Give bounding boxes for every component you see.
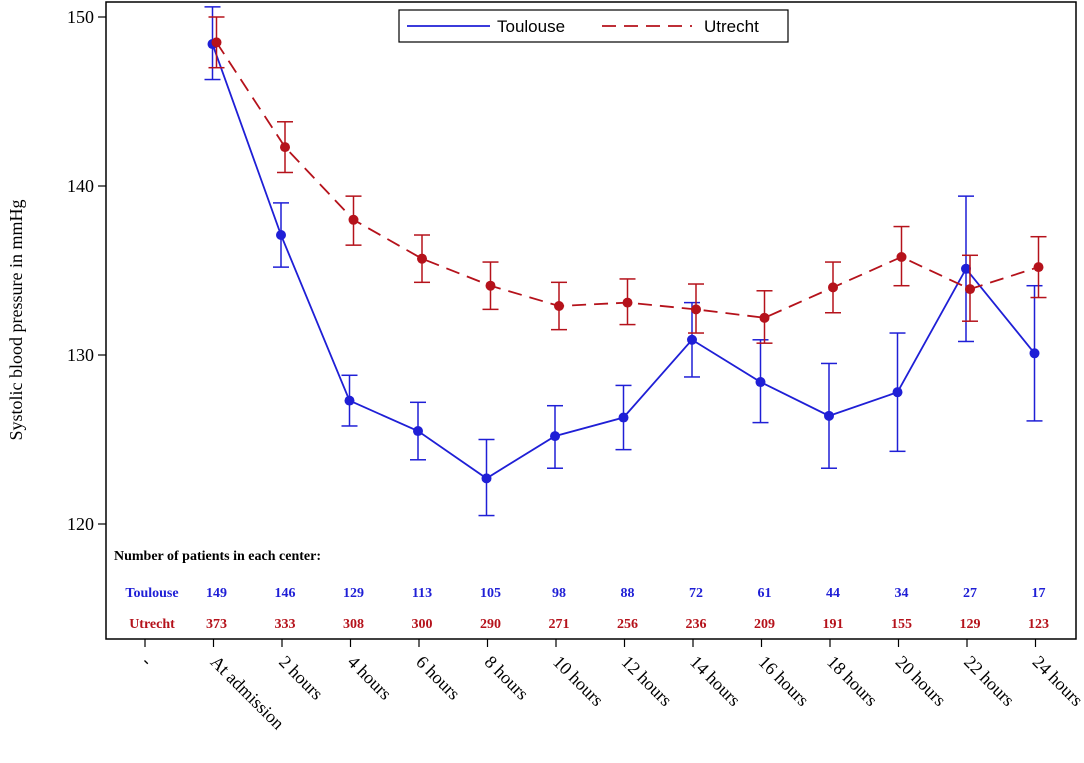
patients-count-toulouse: 105 (480, 586, 501, 601)
data-point-toulouse (755, 377, 766, 388)
patients-count-utrecht: 155 (891, 617, 912, 632)
y-axis: 120 130 140 150 (67, 7, 106, 534)
patients-count-toulouse: 146 (275, 586, 296, 601)
legend-label-utrecht: Utrecht (704, 17, 759, 36)
x-tick-label: 16 hours (755, 652, 813, 710)
y-tick-label: 150 (67, 7, 94, 27)
x-tick-label: 8 hours (481, 652, 533, 704)
x-tick-label: 12 hours (618, 652, 676, 710)
patients-count-toulouse: 44 (826, 586, 840, 601)
patients-row-label-toulouse: Toulouse (125, 586, 178, 601)
y-tick-label: 130 (67, 345, 94, 365)
data-point-utrecht (965, 284, 975, 295)
x-tick-label: 10 hours (549, 652, 607, 710)
patients-count-toulouse: 61 (758, 586, 772, 601)
series-layer (204, 6, 1047, 517)
data-point-toulouse (892, 387, 903, 398)
patients-count-utrecht: 308 (343, 617, 364, 632)
series-line-utrecht (215, 41, 1039, 319)
patients-count-toulouse: 149 (206, 586, 227, 601)
data-point-toulouse (618, 412, 629, 423)
x-tick-label: 20 hours (892, 652, 950, 710)
data-point-utrecht (348, 214, 359, 225)
patients-count-utrecht: 290 (480, 617, 501, 632)
patients-count-utrecht: 300 (412, 617, 433, 632)
data-point-utrecht (211, 37, 222, 48)
data-point-toulouse (413, 426, 423, 437)
x-tick-label: 18 hours (823, 652, 881, 710)
data-point-utrecht (759, 312, 770, 323)
x-tick-label: 24 hours (1029, 652, 1084, 710)
y-tick-label: 140 (67, 176, 94, 196)
patients-count-utrecht: 256 (617, 617, 638, 632)
patients-table: Toulouse 149 146 129 113 105 98 88 72 61 44 34 27 17 U… (125, 586, 1049, 632)
data-point-utrecht (280, 142, 290, 153)
data-point-toulouse (961, 263, 971, 274)
x-tick-label: 2 hours (275, 652, 327, 704)
patients-count-utrecht: 333 (275, 617, 296, 632)
patients-count-toulouse: 113 (412, 586, 432, 601)
x-tick-label: 22 hours (960, 652, 1018, 710)
legend: Toulouse Utrecht (398, 9, 789, 43)
plot-frame (105, 1, 1077, 640)
data-point-utrecht (828, 282, 838, 293)
data-point-toulouse (1029, 348, 1040, 359)
patients-count-toulouse: 129 (343, 586, 364, 601)
data-point-toulouse (344, 395, 355, 406)
y-axis-label: Systolic blood pressure in mmHg (6, 200, 26, 441)
patients-count-utrecht: 373 (206, 617, 227, 632)
x-tick-label: - (138, 652, 156, 670)
y-tick-label: 120 (67, 514, 94, 534)
patients-count-toulouse: 27 (963, 586, 977, 601)
x-tick-label: 4 hours (344, 652, 396, 704)
data-point-utrecht (1033, 262, 1044, 273)
data-point-utrecht (417, 253, 427, 264)
data-point-toulouse (687, 334, 697, 345)
data-point-utrecht (896, 251, 907, 262)
x-tick-label: 6 hours (412, 652, 464, 704)
patients-count-toulouse: 17 (1032, 586, 1046, 601)
data-point-utrecht (554, 300, 564, 311)
data-point-toulouse (550, 431, 560, 442)
patients-count-toulouse: 34 (895, 586, 909, 601)
patients-count-toulouse: 88 (621, 586, 635, 601)
data-point-utrecht (485, 280, 496, 291)
patients-table-heading: Number of patients in each center: (114, 549, 321, 564)
patients-count-toulouse: 98 (552, 586, 566, 601)
patients-row-label-utrecht: Utrecht (129, 617, 175, 632)
patients-count-utrecht: 271 (549, 617, 570, 632)
patients-count-utrecht: 209 (754, 617, 775, 632)
data-point-toulouse (276, 230, 286, 241)
data-point-toulouse (824, 410, 834, 421)
legend-label-toulouse: Toulouse (497, 17, 565, 36)
x-tick-label: 14 hours (686, 652, 744, 710)
data-point-utrecht (622, 297, 633, 308)
data-point-toulouse (481, 473, 492, 484)
patients-count-utrecht: 123 (1028, 617, 1049, 632)
patients-count-utrecht: 236 (686, 617, 707, 632)
patients-count-utrecht: 129 (960, 617, 981, 632)
data-point-utrecht (691, 304, 701, 315)
patients-count-utrecht: 191 (823, 617, 844, 632)
patients-count-toulouse: 72 (689, 586, 703, 601)
